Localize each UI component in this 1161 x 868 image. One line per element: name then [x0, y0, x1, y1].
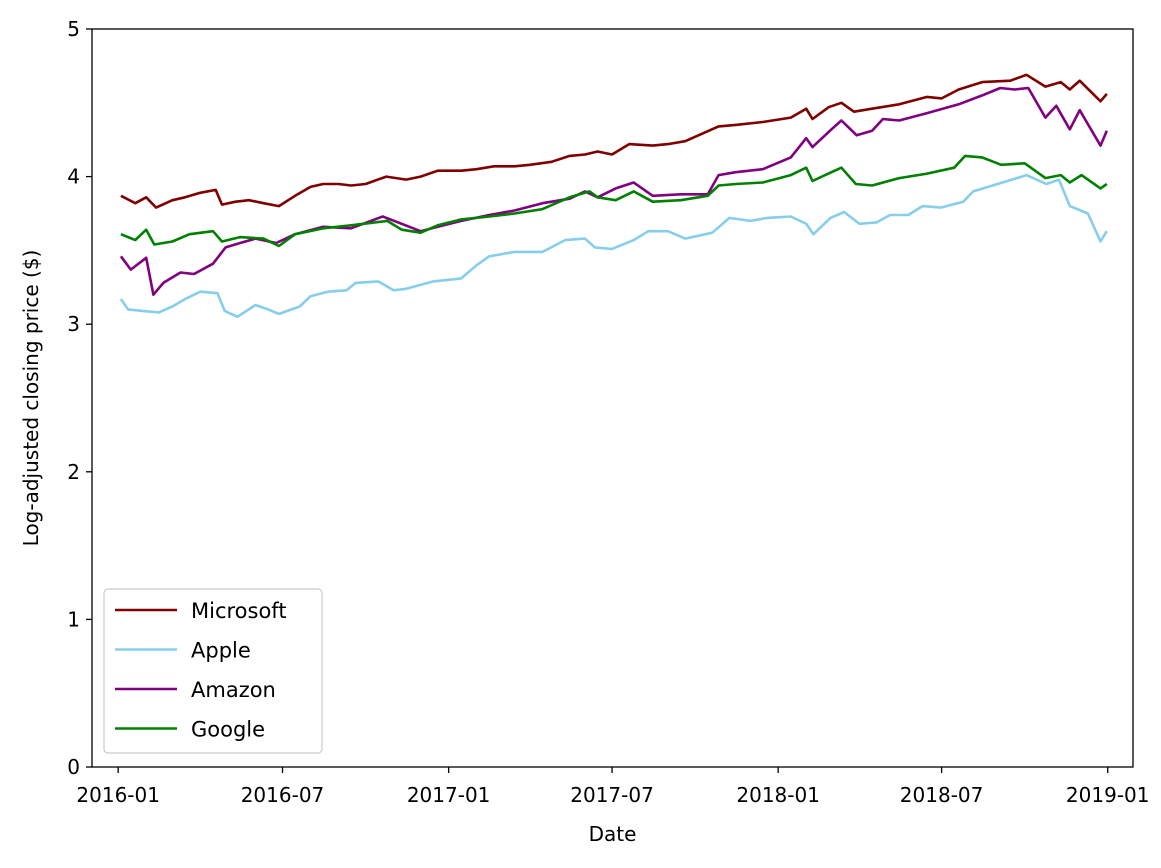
- x-tick-label: 2019-01: [1066, 783, 1150, 807]
- y-tick-label: 5: [67, 17, 80, 41]
- x-tick-label: 2018-07: [900, 783, 984, 807]
- y-axis: 0 1 2 3 4 5: [67, 17, 92, 779]
- series-line-apple: [119, 173, 1108, 319]
- y-tick-label: 2: [67, 460, 80, 484]
- legend: Microsoft Apple Amazon Google: [103, 588, 323, 754]
- legend-label-apple: Apple: [191, 639, 251, 663]
- x-axis: 2016-01 2016-07 2017-01 2017-07 2018-01 2018-…: [76, 767, 1150, 807]
- x-tick-label: 2017-07: [570, 783, 654, 807]
- y-axis-label: Log-adjusted closing price ($): [19, 250, 43, 547]
- series-line-microsoft: [120, 73, 1108, 209]
- y-tick-label: 0: [67, 755, 80, 779]
- legend-label-microsoft: Microsoft: [191, 599, 287, 623]
- y-tick-label: 3: [67, 312, 80, 336]
- x-tick-label: 2017-01: [407, 783, 491, 807]
- y-tick-label: 4: [67, 165, 80, 189]
- x-axis-label: Date: [589, 822, 637, 846]
- x-tick-label: 2016-01: [76, 783, 160, 807]
- legend-label-amazon: Amazon: [191, 678, 276, 702]
- legend-label-google: Google: [191, 718, 265, 742]
- legend-box: [103, 588, 323, 754]
- series-layer: [119, 73, 1108, 319]
- x-tick-label: 2018-01: [736, 783, 820, 807]
- y-tick-label: 1: [67, 607, 80, 631]
- x-tick-label: 2016-07: [241, 783, 325, 807]
- series-line-google: [120, 154, 1108, 248]
- series-line-amazon: [119, 86, 1108, 296]
